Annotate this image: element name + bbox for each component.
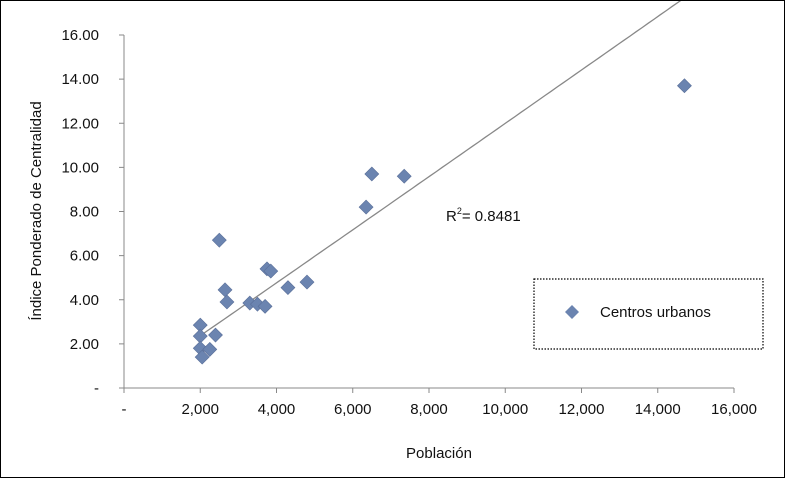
- x-axis-label: Población: [406, 445, 472, 462]
- y-tick-label: 6.00: [70, 248, 99, 265]
- x-tick-label: 2,000: [181, 401, 219, 418]
- data-points: [192, 78, 692, 365]
- y-tick-label: 12.00: [61, 115, 99, 132]
- data-point: [194, 349, 210, 365]
- y-tick-label: 16.00: [61, 27, 99, 44]
- legend-entry-label: Centros urbanos: [600, 304, 711, 321]
- y-tick-label: -: [94, 380, 99, 397]
- data-point: [217, 282, 233, 298]
- data-point: [364, 166, 380, 182]
- data-point: [211, 232, 227, 248]
- axes: [119, 34, 735, 393]
- x-tick-label: 8,000: [410, 401, 448, 418]
- legend-marker-icon: [565, 305, 579, 319]
- trendline: [199, 0, 683, 337]
- data-point: [280, 280, 296, 296]
- x-tick-label: 16,000: [711, 401, 757, 418]
- x-tick-label: 10,000: [482, 401, 528, 418]
- data-point: [202, 341, 218, 357]
- x-tick-label: 6,000: [334, 401, 372, 418]
- y-tick-label: 2.00: [70, 336, 99, 353]
- data-point: [358, 199, 374, 215]
- y-tick-label: 8.00: [70, 204, 99, 221]
- legend: Centros urbanos: [533, 278, 764, 350]
- y-tick-label: 10.00: [61, 159, 99, 176]
- tick-labels: - 2,000 4,000 6,000 8,000 10,000 12,000 14,000 1…: [61, 27, 756, 418]
- data-point: [208, 327, 223, 343]
- x-tick-label: -: [122, 401, 127, 418]
- data-point: [250, 296, 265, 312]
- x-tick-label: 12,000: [559, 401, 605, 418]
- y-tick-label: 14.00: [61, 71, 99, 88]
- y-tick-label: 4.00: [70, 292, 99, 309]
- data-point: [677, 78, 692, 94]
- y-axis-label: Índice Ponderado de Centralidad: [28, 101, 45, 320]
- data-point: [396, 168, 412, 184]
- data-point: [219, 294, 235, 310]
- data-point: [299, 274, 315, 290]
- x-tick-label: 14,000: [635, 401, 681, 418]
- x-tick-label: 4,000: [258, 401, 296, 418]
- r-squared-label: R2= 0.8481: [446, 206, 521, 225]
- data-point: [263, 263, 279, 279]
- data-point: [257, 298, 273, 314]
